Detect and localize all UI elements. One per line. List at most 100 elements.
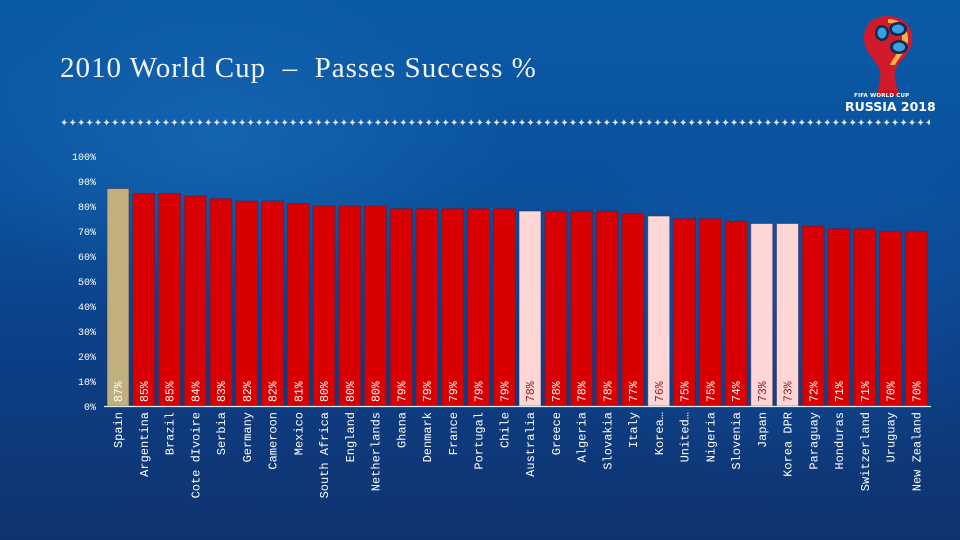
x-tick-label: Italy — [627, 412, 641, 448]
data-label: 70% — [886, 381, 899, 402]
data-label: 79% — [499, 381, 512, 402]
bar-england — [338, 205, 362, 407]
data-label: 83% — [216, 381, 229, 402]
data-label: 80% — [319, 381, 332, 402]
logo-caption-bottom: RUSSIA 2018 — [845, 99, 936, 114]
x-tick-label: England — [344, 412, 358, 462]
x-tick-label: Germany — [241, 412, 255, 462]
x-tick-label: Slovakia — [601, 412, 615, 470]
data-label: 79% — [474, 381, 487, 402]
x-tick-label: Mexico — [292, 412, 306, 455]
bar-mexico — [286, 203, 310, 407]
y-tick-label: 10% — [78, 378, 96, 389]
data-label: 80% — [371, 381, 384, 402]
x-tick-label: Denmark — [421, 412, 435, 462]
bar-serbia — [209, 198, 233, 407]
data-label: 73% — [757, 381, 770, 402]
data-label: 76% — [654, 381, 667, 402]
x-tick-label: United… — [679, 412, 693, 462]
bar-korea — [647, 215, 671, 407]
x-tick-label: Uruguay — [885, 412, 899, 462]
x-tick-label: Korea… — [653, 412, 667, 455]
bar-algeria — [570, 210, 593, 407]
bar-argentina — [132, 193, 156, 407]
bar-cameroon — [261, 200, 284, 407]
data-label: 75% — [680, 381, 693, 402]
data-label: 75% — [705, 381, 718, 402]
bar-uruguay — [879, 230, 902, 407]
bar-ghana — [389, 208, 413, 407]
data-label: 80% — [345, 381, 358, 402]
data-label: 82% — [242, 381, 255, 402]
x-tick-label: New Zealand — [910, 412, 924, 491]
data-label: 84% — [190, 381, 203, 402]
x-tick-label: South Africa — [318, 412, 332, 498]
bar-spain — [106, 188, 130, 407]
data-label: 87% — [113, 381, 126, 402]
x-tick-label: Switzerland — [859, 412, 873, 491]
y-tick-label: 80% — [78, 203, 96, 214]
bar-paraguay — [801, 225, 825, 407]
x-tick-label: Chile — [498, 412, 512, 448]
x-tick-label: Algeria — [576, 412, 590, 462]
data-label: 79% — [448, 381, 461, 402]
bar-slovenia — [724, 220, 748, 407]
data-label: 78% — [577, 381, 590, 402]
x-tick-label: Japan — [756, 412, 770, 448]
x-tick-label: Australia — [524, 412, 538, 477]
data-label: 77% — [628, 381, 641, 402]
y-tick-label: 60% — [78, 253, 96, 264]
bar-slovakia — [595, 210, 619, 407]
decorative-divider: ✦✦✦✦✦✦✦✦✦✦✦✦✦✦✦✦✦✦✦✦✦✦✦✦✦✦✦✦✦✦✦✦✦✦✦✦✦✦✦✦… — [60, 118, 930, 129]
x-tick-label: Cote dIvoire — [189, 412, 203, 498]
bar-japan — [750, 223, 774, 407]
bar-germany — [235, 200, 259, 407]
y-tick-label: 40% — [78, 303, 96, 314]
y-tick-label: 100% — [72, 153, 96, 164]
bar-italy — [621, 213, 645, 407]
bar-korea-dpr — [776, 223, 799, 407]
slide-title: 2010 World Cup – Passes Success % — [60, 52, 537, 84]
x-tick-label: Serbia — [215, 412, 229, 455]
data-label: 81% — [293, 381, 306, 402]
data-label: 71% — [860, 381, 873, 402]
bar-france — [441, 208, 465, 407]
x-tick-label: Honduras — [833, 412, 847, 470]
data-label: 72% — [808, 381, 821, 402]
bar-portugal — [467, 208, 490, 407]
y-axis: 0% 10% 20% 30% 40% 50% 60% 70% 80% 90% 100% — [72, 153, 96, 414]
x-tick-label: Cameroon — [267, 412, 281, 470]
x-tick-label: France — [447, 412, 461, 455]
y-tick-label: 20% — [78, 353, 96, 364]
x-tick-label: Slovenia — [730, 412, 744, 470]
data-label: 78% — [551, 381, 564, 402]
x-tick-label: Netherlands — [370, 412, 384, 491]
x-tick-label: Korea DPR — [782, 412, 796, 477]
x-tick-label: Nigeria — [704, 412, 718, 462]
x-axis-labels: Spain Argentina Brazil Cote dIvoire Serbia Ge… — [112, 412, 924, 498]
bar-new-zealand — [904, 230, 928, 407]
data-label: 79% — [396, 381, 409, 402]
y-tick-label: 90% — [78, 178, 96, 189]
x-tick-label: Argentina — [138, 412, 152, 477]
x-tick-label: Spain — [112, 412, 126, 448]
bar-south-africa — [312, 205, 336, 407]
bar-cote-divoire — [183, 195, 207, 407]
y-tick-label: 0% — [84, 403, 96, 414]
x-tick-label: Greece — [550, 412, 564, 455]
bar-brazil — [158, 193, 181, 407]
data-label: 85% — [165, 381, 178, 402]
data-label: 78% — [602, 381, 615, 402]
bar-chile — [492, 208, 516, 407]
data-label: 70% — [911, 381, 924, 402]
data-label: 78% — [525, 381, 538, 402]
bar-switzerland — [853, 228, 877, 407]
data-labels: 87% 85% 85% 84% 83% 82% 82% 81% 80% 80% 80% 79% 79% 7… — [113, 381, 924, 402]
world-cup-trophy-logo-icon — [864, 16, 913, 96]
x-tick-label: Portugal — [473, 412, 487, 470]
data-label: 73% — [783, 381, 796, 402]
bar-australia — [518, 210, 542, 407]
logo-caption-top: FIFA WORLD CUP — [854, 93, 910, 99]
y-tick-label: 70% — [78, 228, 96, 239]
